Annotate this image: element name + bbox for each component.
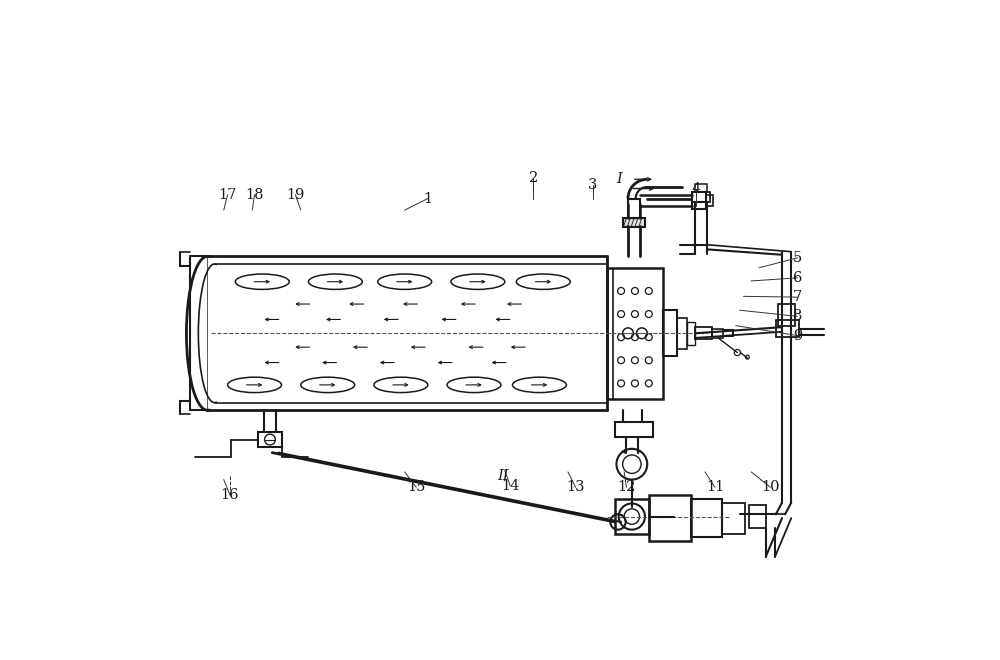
- Ellipse shape: [378, 274, 432, 289]
- Ellipse shape: [228, 378, 282, 393]
- Bar: [687, 322, 695, 345]
- Bar: [615, 499, 649, 533]
- Text: 15: 15: [407, 480, 425, 494]
- Bar: [695, 327, 712, 339]
- Ellipse shape: [301, 378, 355, 393]
- Bar: [628, 199, 640, 218]
- Text: 7: 7: [793, 290, 802, 304]
- Text: 12: 12: [617, 480, 636, 494]
- Text: 4: 4: [691, 182, 700, 196]
- Bar: [692, 193, 706, 209]
- Ellipse shape: [512, 378, 566, 393]
- Text: 2: 2: [529, 171, 538, 185]
- Ellipse shape: [235, 274, 289, 289]
- Text: I: I: [616, 172, 622, 186]
- Text: 9: 9: [793, 329, 802, 343]
- Bar: [623, 218, 645, 227]
- Bar: [712, 329, 723, 338]
- Bar: [706, 195, 713, 206]
- Ellipse shape: [447, 378, 501, 393]
- Bar: [691, 499, 722, 537]
- Bar: [778, 304, 795, 325]
- Bar: [649, 495, 691, 541]
- Text: 1: 1: [423, 191, 432, 205]
- Text: 13: 13: [566, 480, 585, 494]
- Ellipse shape: [308, 274, 362, 289]
- Bar: [615, 422, 653, 438]
- Text: II: II: [498, 469, 509, 482]
- Ellipse shape: [451, 274, 505, 289]
- Text: 8: 8: [793, 310, 802, 323]
- Bar: [722, 503, 745, 533]
- Text: 6: 6: [793, 271, 802, 285]
- Bar: [677, 318, 687, 348]
- Bar: [695, 184, 707, 191]
- Text: 3: 3: [588, 178, 597, 193]
- Text: 14: 14: [501, 478, 519, 493]
- Bar: [607, 268, 663, 399]
- Text: 18: 18: [245, 187, 264, 202]
- Bar: [258, 432, 282, 447]
- Bar: [663, 310, 677, 356]
- Text: 17: 17: [218, 187, 237, 202]
- Text: 10: 10: [761, 480, 780, 494]
- Text: 19: 19: [286, 187, 305, 202]
- Text: 11: 11: [706, 480, 724, 494]
- Bar: [692, 191, 710, 203]
- Bar: [695, 203, 707, 245]
- Bar: [776, 320, 799, 337]
- Ellipse shape: [374, 378, 428, 393]
- Bar: [749, 505, 766, 528]
- Text: 16: 16: [221, 488, 239, 502]
- Text: 5: 5: [793, 251, 802, 265]
- Ellipse shape: [516, 274, 570, 289]
